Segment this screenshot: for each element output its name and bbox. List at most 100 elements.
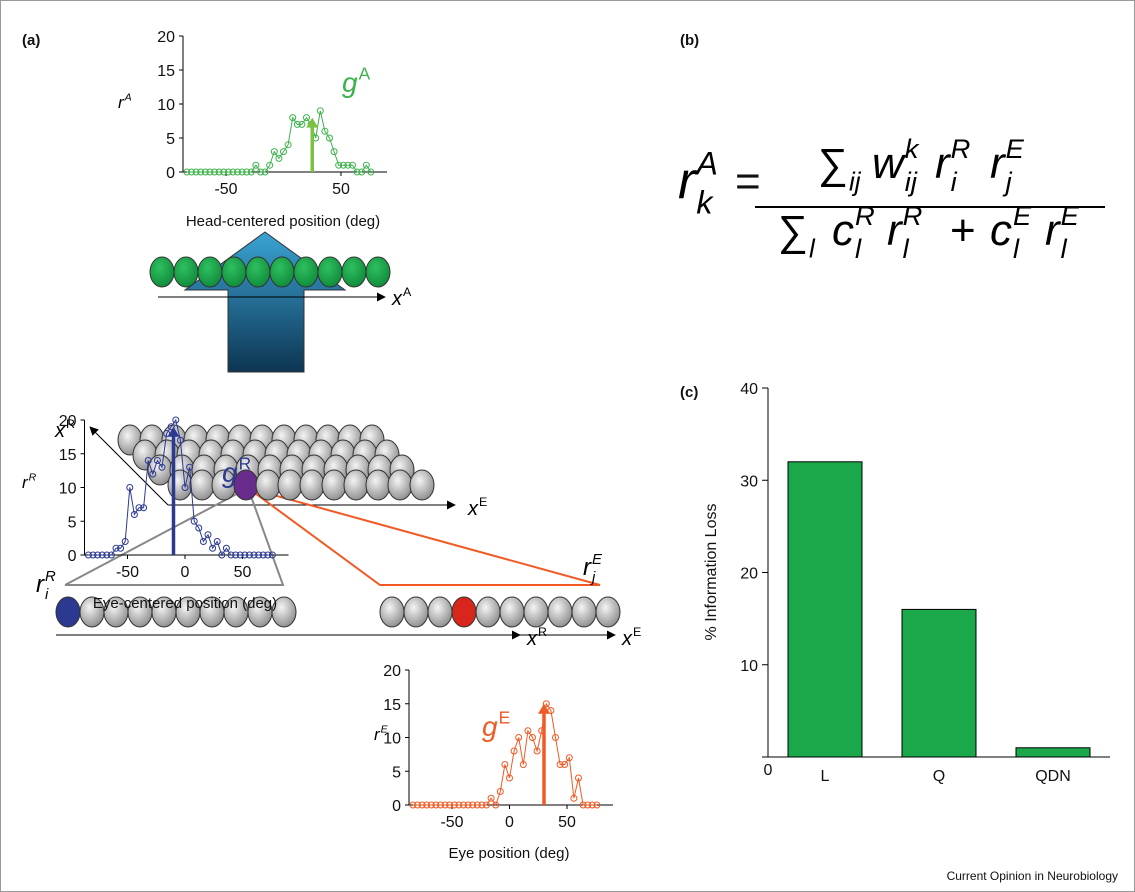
data-point <box>252 161 260 169</box>
x-tick-label: -50 <box>116 564 139 581</box>
data-point <box>188 168 195 176</box>
data-point <box>362 161 370 169</box>
data-point <box>367 168 375 176</box>
data-point <box>409 801 417 809</box>
x-tick-label: 0 <box>505 814 514 831</box>
y-tick-label: 10 <box>157 97 175 114</box>
data-point <box>206 168 214 176</box>
x-tick-label: QDN <box>1035 768 1071 785</box>
x-tick-label: 0 <box>181 564 190 581</box>
label-base: r <box>22 473 29 492</box>
label-base: r <box>118 93 125 112</box>
unit <box>189 469 215 501</box>
unit <box>221 256 247 288</box>
label-base: g <box>222 457 238 488</box>
unit <box>499 596 525 628</box>
unit <box>197 256 223 288</box>
data-point <box>275 154 283 162</box>
data-point <box>112 544 120 552</box>
y-tick-label: 0 <box>166 165 175 182</box>
data-point <box>280 148 287 156</box>
data-point <box>552 734 559 741</box>
data-point <box>579 801 587 809</box>
data-point <box>266 161 274 169</box>
data-point <box>339 161 347 169</box>
y-tick-label: 20 <box>740 566 758 583</box>
data-point <box>234 168 241 176</box>
data-point <box>542 700 550 708</box>
x-axis-label: Head-centered position (deg) <box>186 213 380 230</box>
unit <box>233 469 259 501</box>
data-point <box>211 168 218 176</box>
label-base: x <box>54 420 66 442</box>
label-base: w <box>872 139 907 188</box>
data-point <box>264 551 272 559</box>
unit <box>365 256 391 288</box>
data-point <box>344 161 352 169</box>
data-point <box>330 148 338 156</box>
data-point <box>213 538 221 545</box>
x-tick-label: -50 <box>214 181 237 198</box>
data-point <box>245 551 253 559</box>
label-base: r <box>887 206 904 255</box>
label-base: x <box>621 628 633 650</box>
y-tick-label: 10 <box>383 731 401 748</box>
arrow-head <box>167 426 180 437</box>
data-point <box>450 801 458 809</box>
label-base: r <box>678 152 698 210</box>
arrow-head <box>306 117 319 128</box>
data-point <box>232 551 240 559</box>
label-sup: E <box>381 723 389 735</box>
label-sup: A <box>403 285 412 299</box>
data-point <box>229 168 237 176</box>
unit <box>299 469 325 501</box>
data-point <box>353 168 361 176</box>
unit <box>365 469 391 501</box>
data-point <box>227 551 235 559</box>
data-point <box>446 801 454 809</box>
data-point <box>172 416 180 424</box>
data-point <box>238 168 246 176</box>
data-point <box>255 551 263 559</box>
label-sub: l <box>855 233 862 264</box>
data-point <box>167 423 175 431</box>
label-base: r <box>935 139 952 188</box>
label-sub: l <box>1013 233 1020 264</box>
data-point <box>570 794 578 802</box>
label-sup: E <box>499 707 511 727</box>
data-point <box>222 544 230 552</box>
bar <box>1015 747 1091 758</box>
label-base: r <box>374 725 381 744</box>
unit <box>451 596 477 628</box>
data-point <box>496 788 504 795</box>
label-sup: k <box>905 133 920 164</box>
y-tick-label: 15 <box>59 447 77 464</box>
data-point <box>326 134 333 142</box>
data-point <box>473 801 481 809</box>
data-point <box>153 457 161 464</box>
data-point <box>117 544 125 552</box>
unit <box>255 469 281 501</box>
data-point <box>464 801 472 809</box>
data-point <box>186 463 194 471</box>
unit <box>173 256 199 288</box>
label-sup: R <box>903 200 923 231</box>
y-tick-label: 20 <box>383 663 401 680</box>
unit <box>341 256 367 288</box>
y-tick-label: 15 <box>383 697 401 714</box>
data-point <box>236 551 244 559</box>
x-tick-label: Q <box>933 768 945 785</box>
data-point <box>483 801 490 809</box>
series-line <box>186 110 372 173</box>
data-point <box>135 504 143 512</box>
y-tick-label: 5 <box>166 131 175 148</box>
data-point <box>293 120 301 128</box>
data-point <box>588 801 596 809</box>
unit <box>523 596 549 628</box>
data-point <box>418 801 426 809</box>
label-sup: E <box>1006 133 1025 164</box>
label-sup: E <box>1013 200 1032 231</box>
label-base: ∑ <box>818 140 848 187</box>
data-point <box>478 801 486 809</box>
label-base: x <box>467 498 479 520</box>
